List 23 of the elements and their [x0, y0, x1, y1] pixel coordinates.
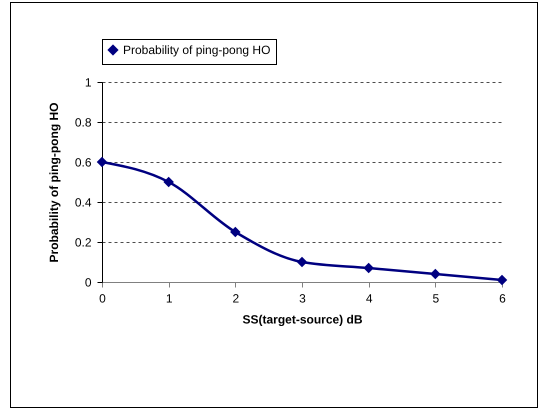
y-tick-label: 0.4 — [74, 196, 92, 210]
point — [296, 256, 308, 268]
y-tick-label: 0 — [84, 276, 92, 290]
point — [496, 274, 508, 286]
x-tick-label: 2 — [232, 292, 240, 306]
point — [363, 262, 374, 274]
y-tick-label: 0.2 — [74, 236, 92, 250]
x-tick-label: 6 — [499, 292, 506, 306]
y-tick-label: 1 — [84, 76, 92, 90]
x-tick-label: 4 — [366, 292, 373, 306]
x-tick-label: 1 — [166, 292, 173, 306]
x-axis-title: SS(target-source) dB — [242, 312, 363, 326]
point — [430, 268, 441, 280]
y-tick-label: 0.6 — [74, 156, 92, 170]
point — [163, 176, 174, 188]
x-tick-label: 5 — [432, 292, 440, 306]
point — [230, 226, 241, 238]
y-axis-title: Probability of ping-pong HO — [46, 102, 61, 262]
y-tick-label: 0.8 — [74, 116, 92, 130]
legend-label: Probability of ping-pong HO — [123, 43, 270, 57]
x-tick-label: 3 — [299, 292, 306, 306]
point — [96, 156, 108, 168]
x-tick-label: 0 — [99, 292, 106, 306]
